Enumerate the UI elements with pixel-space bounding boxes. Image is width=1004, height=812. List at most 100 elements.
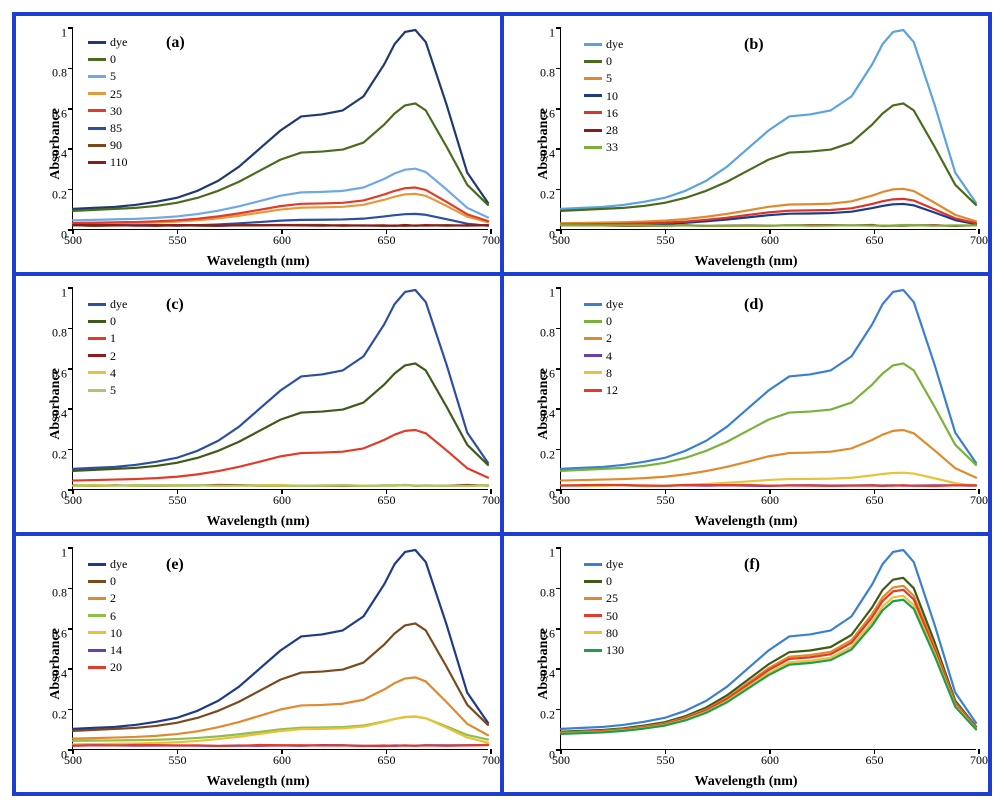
chart-panel: 00.20.40.60.81500550600650700AbsorbanceW…: [502, 14, 990, 274]
legend-label: 14: [110, 642, 122, 658]
legend-item: 0: [584, 313, 623, 329]
legend-label: dye: [110, 556, 127, 572]
legend-label: dye: [110, 296, 127, 312]
x-axis-label: Wavelength (nm): [206, 774, 309, 790]
legend-swatch: [88, 563, 106, 566]
legend-swatch: [584, 60, 602, 63]
panel-tag: (c): [166, 296, 184, 314]
legend: dye0525308590110: [88, 34, 128, 172]
legend-item: 8: [584, 365, 623, 381]
legend-label: 2: [110, 590, 116, 606]
y-axis-label: Absorbance: [536, 368, 552, 440]
legend-label: 50: [606, 608, 618, 624]
legend-swatch: [88, 354, 106, 357]
x-tick-mark: [281, 489, 283, 494]
curves-svg: [73, 548, 488, 749]
row-1: 00.20.40.60.81500550600650700AbsorbanceW…: [14, 14, 990, 274]
x-tick-mark: [978, 749, 980, 754]
legend-item: 2: [88, 348, 127, 364]
legend-swatch: [88, 75, 106, 78]
panel-tag: (b): [744, 36, 764, 54]
legend-swatch: [584, 320, 602, 323]
x-tick-mark: [874, 489, 876, 494]
legend-item: 85: [88, 120, 128, 136]
panel-tag: (a): [166, 34, 185, 52]
legend-swatch: [88, 58, 106, 61]
legend-label: 5: [606, 70, 612, 86]
x-tick-mark: [72, 229, 74, 234]
legend: dye026101420: [88, 556, 127, 676]
x-tick-mark: [769, 229, 771, 234]
legend-swatch: [88, 631, 106, 634]
plot-area: 00.20.40.60.81500550600650700: [72, 28, 488, 230]
series-line: [73, 550, 488, 729]
x-tick-mark: [72, 489, 74, 494]
x-axis-label: Wavelength (nm): [694, 774, 797, 790]
legend-swatch: [88, 649, 106, 652]
legend-item: 0: [584, 53, 623, 69]
legend-label: 5: [110, 382, 116, 398]
x-tick-mark: [560, 749, 562, 754]
x-tick-mark: [560, 229, 562, 234]
series-line: [73, 290, 488, 469]
legend-label: 4: [110, 365, 116, 381]
curves-svg: [73, 28, 488, 229]
x-tick-mark: [665, 489, 667, 494]
x-tick-mark: [665, 229, 667, 234]
x-tick-mark: [177, 489, 179, 494]
chart-panel: 00.20.40.60.81500550600650700AbsorbanceW…: [14, 274, 502, 534]
legend-item: 2: [88, 590, 127, 606]
x-tick-mark: [490, 229, 492, 234]
legend-item: 25: [584, 590, 624, 606]
x-tick-mark: [177, 229, 179, 234]
legend-swatch: [584, 649, 602, 652]
legend-item: 0: [88, 51, 128, 67]
x-tick-mark: [978, 489, 980, 494]
legend-item: dye: [88, 34, 128, 50]
x-tick-mark: [769, 749, 771, 754]
x-tick-mark: [665, 749, 667, 754]
y-axis-label: Absorbance: [48, 628, 64, 700]
legend-label: 0: [606, 53, 612, 69]
legend-label: 6: [110, 608, 116, 624]
legend-item: 5: [584, 70, 623, 86]
legend-swatch: [88, 666, 106, 669]
legend-item: 10: [88, 625, 127, 641]
legend-swatch: [584, 43, 602, 46]
legend: dye024812: [584, 296, 623, 399]
row-3: 00.20.40.60.81500550600650700 Absorbance W…: [14, 534, 990, 794]
legend-label: 0: [110, 51, 116, 67]
panel-tag: (d): [744, 296, 764, 314]
y-axis-label: Absorbance: [536, 628, 552, 700]
legend-label: 0: [606, 313, 612, 329]
panel-tag: (f): [744, 556, 760, 574]
legend-item: 1: [88, 330, 127, 346]
legend-label: dye: [110, 34, 127, 50]
legend-swatch: [584, 337, 602, 340]
legend-swatch: [88, 144, 106, 147]
legend-swatch: [584, 631, 602, 634]
legend-item: 30: [88, 103, 128, 119]
x-axis-label: Wavelength (nm): [694, 514, 797, 530]
legend-label: dye: [606, 36, 623, 52]
legend-item: 5: [88, 382, 127, 398]
series-line: [73, 745, 488, 746]
legend-swatch: [584, 94, 602, 97]
chart-panel: 00.20.40.60.81500550600650700AbsorbanceW…: [502, 534, 990, 794]
series-line: [73, 623, 488, 730]
plot-area: 00.20.40.60.81500550600650700: [72, 548, 488, 750]
chart-panel: 00.20.40.60.81500550600650700AbsorbanceW…: [502, 274, 990, 534]
x-tick-mark: [386, 489, 388, 494]
legend-label: 25: [606, 590, 618, 606]
legend-swatch: [88, 371, 106, 374]
x-axis-label: Wavelength (nm): [206, 254, 309, 270]
legend-swatch: [584, 77, 602, 80]
legend-item: dye: [88, 296, 127, 312]
legend-swatch: [88, 337, 106, 340]
legend-item: 4: [88, 365, 127, 381]
x-tick-mark: [560, 489, 562, 494]
legend: dye0255080130: [584, 556, 624, 659]
legend-label: 16: [606, 105, 618, 121]
legend-label: 0: [606, 573, 612, 589]
series-line: [73, 485, 488, 486]
